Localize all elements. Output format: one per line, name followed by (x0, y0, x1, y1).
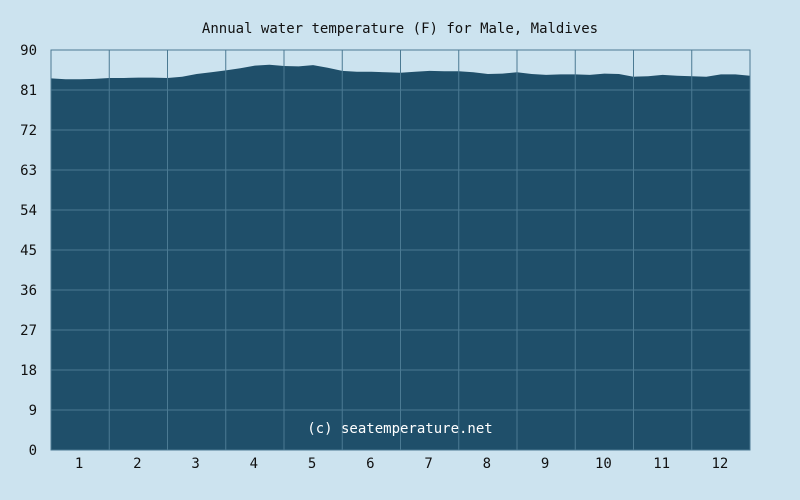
x-tick-label: 1 (75, 456, 83, 472)
x-tick-label: 9 (541, 456, 549, 472)
x-tick-label: 8 (483, 456, 491, 472)
y-tick-label: 81 (20, 83, 37, 99)
x-tick-label: 3 (191, 456, 199, 472)
x-tick-label: 6 (366, 456, 374, 472)
x-tick-label: 4 (250, 456, 258, 472)
y-tick-label: 27 (20, 323, 37, 339)
y-tick-label: 45 (20, 243, 37, 259)
y-tick-label: 63 (20, 163, 37, 179)
x-tick-label: 5 (308, 456, 316, 472)
y-tick-label: 72 (20, 123, 37, 139)
watermark-text: (c) seatemperature.net (307, 421, 492, 437)
x-tick-label: 7 (424, 456, 432, 472)
y-tick-label: 90 (20, 43, 37, 59)
x-tick-label: 2 (133, 456, 141, 472)
y-tick-label: 0 (29, 443, 37, 459)
y-tick-label: 18 (20, 363, 37, 379)
x-tick-label: 10 (595, 456, 612, 472)
chart-title: Annual water temperature (F) for Male, M… (202, 21, 598, 37)
x-tick-label: 11 (653, 456, 670, 472)
x-tick-label: 12 (711, 456, 728, 472)
y-tick-label: 36 (20, 283, 37, 299)
y-tick-label: 54 (20, 203, 37, 219)
plot-frame (50, 49, 751, 451)
y-tick-label: 9 (29, 403, 37, 419)
